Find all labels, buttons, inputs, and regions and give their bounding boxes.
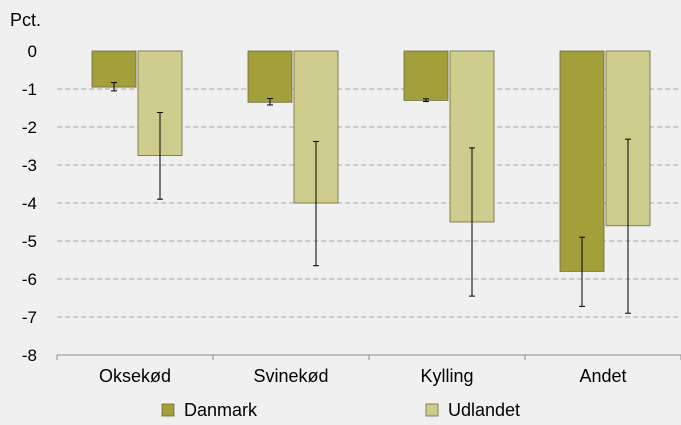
y-tick-label: -1 — [22, 80, 37, 99]
legend-label: Danmark — [184, 400, 258, 420]
bars — [91, 50, 651, 272]
legend-swatch — [161, 403, 175, 417]
x-tick-label: Svinekød — [253, 366, 328, 386]
legend-label: Udlandet — [448, 400, 520, 420]
y-tick-label: -6 — [22, 270, 37, 289]
y-tick-label: -7 — [22, 308, 37, 327]
y-tick-label: 0 — [28, 42, 37, 61]
bar — [247, 50, 293, 103]
y-tick-label: -4 — [22, 194, 37, 213]
bar — [559, 50, 605, 272]
bar — [91, 50, 137, 88]
legend: Danmark Udlandet — [161, 400, 520, 420]
x-tick-label: Kylling — [420, 366, 473, 386]
bar — [403, 50, 449, 101]
x-tick-label: Andet — [579, 366, 626, 386]
x-tick-label: Oksekød — [99, 366, 171, 386]
y-tick-label: -3 — [22, 156, 37, 175]
y-tick-label: -5 — [22, 232, 37, 251]
y-tick-label: -8 — [22, 346, 37, 365]
axes: 0 -1 -2 -3 -4 -5 -6 -7 -8 Oksekød Svinekød Kylling A… — [22, 42, 681, 386]
legend-swatch — [425, 403, 439, 417]
y-tick-label: -2 — [22, 118, 37, 137]
error-bars — [111, 82, 631, 314]
y-unit-label: Pct. — [10, 10, 41, 30]
